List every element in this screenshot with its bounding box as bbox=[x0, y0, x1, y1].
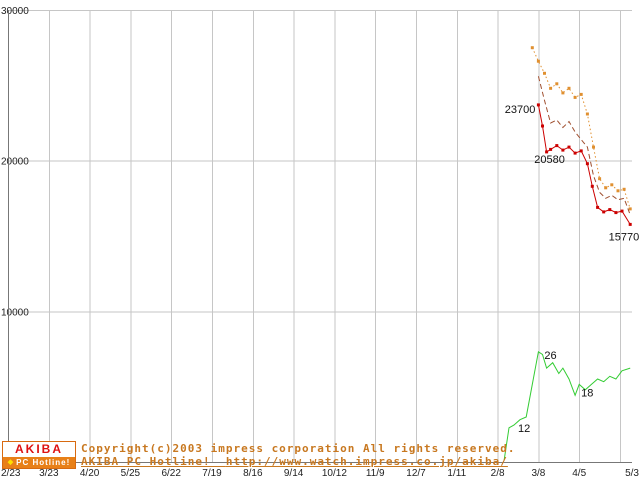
value-label: 15770 bbox=[609, 231, 640, 243]
marker-lowest-price bbox=[545, 150, 549, 154]
y-axis-tick-label: 10000 bbox=[1, 307, 29, 318]
marker-lowest-price bbox=[573, 151, 577, 155]
y-axis-tick-label: 30000 bbox=[1, 6, 29, 17]
marker-average-price bbox=[604, 186, 608, 190]
marker-lowest-price bbox=[555, 144, 559, 148]
value-label: 20580 bbox=[534, 154, 565, 166]
x-axis-tick-label: 5/3 bbox=[625, 468, 639, 479]
y-axis-tick-label: 20000 bbox=[1, 157, 29, 168]
site-url[interactable]: http://www.watch.impress.co.jp/akiba/ bbox=[225, 455, 508, 468]
footer-overlay: AKIBA ◆ PC Hotline! Copyright(c)2003 imp… bbox=[2, 441, 516, 469]
marker-average-price bbox=[598, 177, 602, 181]
marker-lowest-price bbox=[561, 148, 565, 152]
x-axis-tick-label: 4/5 bbox=[572, 468, 586, 479]
marker-lowest-price bbox=[590, 184, 594, 188]
x-axis-tick-label: 4/20 bbox=[80, 468, 100, 479]
marker-average-price bbox=[549, 86, 553, 90]
value-label: 23700 bbox=[505, 104, 536, 116]
marker-lowest-price bbox=[608, 208, 612, 212]
marker-average-price bbox=[530, 46, 534, 50]
x-axis-tick-label: 2/8 bbox=[491, 468, 505, 479]
x-axis-tick-label: 2/23 bbox=[1, 468, 21, 479]
akiba-logo[interactable]: AKIBA ◆ PC Hotline! bbox=[2, 441, 76, 469]
copyright-text: Copyright(c)2003 impress corporation All… bbox=[81, 442, 516, 455]
marker-lowest-price bbox=[596, 205, 600, 209]
x-axis-tick-label: 1/11 bbox=[447, 468, 466, 479]
credits: Copyright(c)2003 impress corporation All… bbox=[81, 441, 516, 468]
x-axis-tick-label: 8/16 bbox=[243, 468, 263, 479]
marker-lowest-price bbox=[602, 210, 606, 214]
marker-average-price bbox=[567, 86, 571, 90]
x-axis-tick-label: 5/25 bbox=[121, 468, 141, 479]
marker-average-price bbox=[622, 187, 626, 191]
x-axis-tick-label: 7/19 bbox=[202, 468, 222, 479]
site-link[interactable]: AKIBA PC Hotline! http://www.watch.impre… bbox=[81, 455, 516, 468]
value-label: 18 bbox=[581, 387, 593, 399]
x-axis-tick-label: 11/9 bbox=[366, 468, 385, 479]
series-average-price bbox=[531, 47, 631, 210]
marker-average-price bbox=[555, 82, 559, 86]
marker-average-price bbox=[585, 112, 589, 116]
site-name: AKIBA PC Hotline! bbox=[81, 455, 226, 468]
x-axis-tick-label: 3/8 bbox=[531, 468, 545, 479]
marker-lowest-price bbox=[536, 103, 540, 107]
value-label: 26 bbox=[544, 350, 556, 362]
marker-average-price bbox=[610, 183, 614, 187]
x-axis-tick-label: 10/12 bbox=[322, 468, 347, 479]
marker-average-price bbox=[573, 95, 577, 99]
marker-lowest-price bbox=[585, 162, 589, 166]
x-axis-tick-label: 6/22 bbox=[161, 468, 181, 479]
marker-average-price bbox=[592, 145, 595, 149]
marker-average-price bbox=[628, 207, 632, 211]
x-axis-tick-label: 9/14 bbox=[284, 468, 304, 479]
marker-lowest-price bbox=[541, 124, 544, 128]
marker-average-price bbox=[616, 189, 620, 193]
series-mid-price bbox=[537, 76, 631, 216]
marker-lowest-price bbox=[614, 211, 618, 215]
value-label: 12 bbox=[518, 423, 530, 435]
series-shop-count bbox=[503, 350, 631, 461]
marker-lowest-price bbox=[628, 222, 632, 226]
x-axis-tick-label: 3/23 bbox=[39, 468, 59, 479]
marker-lowest-price bbox=[620, 209, 624, 213]
marker-average-price bbox=[543, 71, 546, 75]
marker-lowest-price bbox=[549, 147, 553, 151]
akiba-logo-subtitle: ◆ PC Hotline! bbox=[3, 457, 75, 468]
marker-average-price bbox=[579, 92, 583, 96]
diamond-icon: ◆ bbox=[7, 459, 15, 466]
marker-lowest-price bbox=[567, 145, 571, 149]
marker-average-price bbox=[561, 91, 565, 95]
marker-lowest-price bbox=[579, 149, 583, 153]
marker-average-price bbox=[536, 59, 540, 63]
akiba-logo-title: AKIBA bbox=[15, 442, 63, 456]
x-axis-tick-label: 12/7 bbox=[406, 468, 426, 479]
